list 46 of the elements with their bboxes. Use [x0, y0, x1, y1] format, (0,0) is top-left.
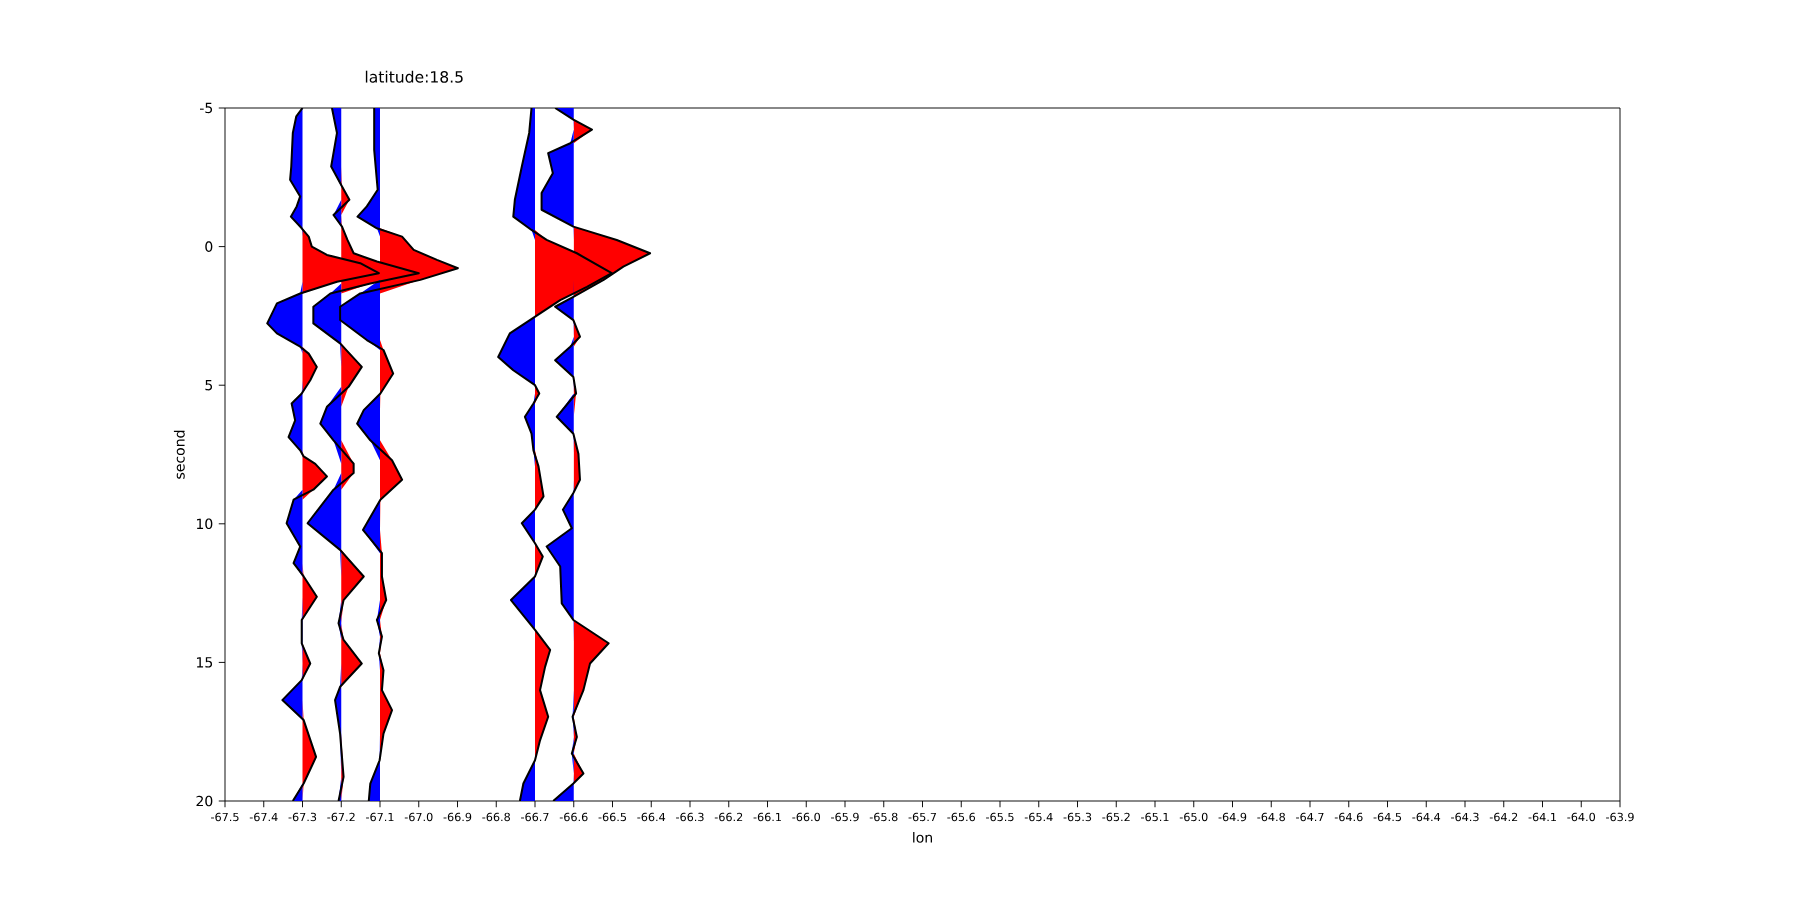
x-tick-label: -64.8 [1257, 812, 1285, 822]
x-axis-title: lon [913, 831, 932, 843]
y-tick-label: 10 [196, 518, 213, 530]
x-tick-label: -66.6 [559, 812, 588, 822]
y-tick-label: 15 [196, 657, 213, 668]
x-tick-label: -64.7 [1296, 812, 1324, 822]
y-tick-label: 5 [205, 380, 213, 391]
x-tick-label: -66.5 [598, 812, 627, 822]
x-tick-label: -65.8 [869, 812, 898, 822]
x-tick-label: -67.5 [211, 812, 239, 822]
x-tick-label: -64.5 [1373, 812, 1402, 822]
x-tick-label: -65.9 [831, 812, 859, 822]
y-axis-title: second [173, 430, 185, 479]
x-tick-label: -66.7 [521, 812, 549, 822]
x-tick-label: -64.6 [1334, 812, 1363, 822]
x-tick-label: -67.0 [404, 812, 433, 822]
y-tick-label: -5 [199, 102, 213, 114]
x-tick-label: -64.2 [1489, 812, 1518, 822]
x-tick-label: -66.1 [753, 812, 781, 822]
x-tick-label: -67.2 [327, 812, 355, 822]
x-tick-label: -64.1 [1528, 812, 1556, 822]
x-tick-label: -65.1 [1141, 812, 1169, 822]
x-tick-label: -63.9 [1606, 812, 1634, 822]
x-tick-label: -64.0 [1567, 812, 1596, 822]
chart-title: latitude:18.5 [365, 70, 463, 83]
y-tick-label: 20 [196, 795, 213, 807]
x-tick-label: -64.3 [1451, 812, 1479, 822]
x-tick-label: -67.1 [366, 812, 394, 822]
x-tick-label: -67.4 [249, 812, 278, 822]
x-tick-label: -65.5 [986, 812, 1014, 822]
x-tick-label: -65.2 [1102, 812, 1130, 822]
x-tick-label: -66.2 [714, 812, 743, 822]
x-tick-label: -66.0 [792, 812, 821, 822]
x-tick-label: -65.4 [1024, 812, 1053, 822]
x-tick-label: -64.9 [1218, 812, 1247, 822]
y-tick-label: 0 [205, 241, 213, 252]
x-tick-label: -66.4 [637, 812, 666, 822]
x-tick-label: -67.3 [288, 812, 317, 822]
x-tick-label: -66.9 [443, 812, 472, 822]
x-tick-label: -66.3 [676, 812, 704, 822]
x-tick-label: -65.6 [947, 812, 976, 822]
x-tick-label: -65.0 [1179, 812, 1208, 822]
x-tick-label: -65.3 [1063, 812, 1092, 822]
x-tick-label: -65.7 [908, 812, 937, 822]
x-tick-label: -66.8 [482, 812, 510, 822]
x-tick-label: -64.4 [1412, 812, 1441, 822]
